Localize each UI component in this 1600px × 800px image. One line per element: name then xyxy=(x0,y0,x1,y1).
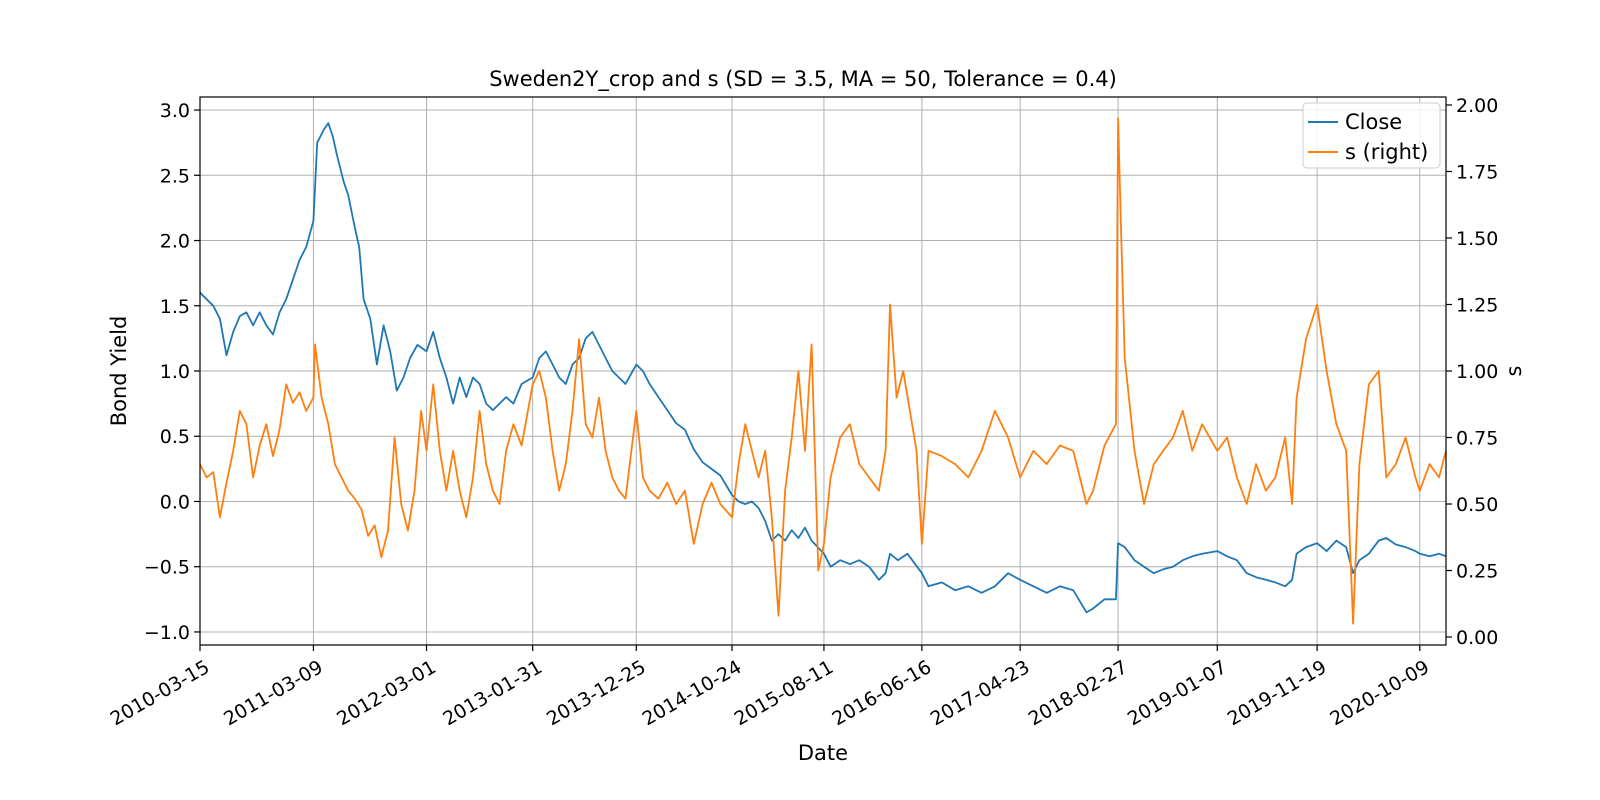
legend-label-s: s (right) xyxy=(1345,140,1428,164)
chart-title: Sweden2Y_crop and s (SD = 3.5, MA = 50, … xyxy=(489,67,1117,92)
y-right-tick-label: 1.75 xyxy=(1456,161,1498,183)
y-tick-label: 1.0 xyxy=(160,361,190,383)
x-tick-label: 2019-01-07 xyxy=(1124,656,1231,730)
series-layer xyxy=(199,117,1447,625)
x-tick-label: 2013-01-31 xyxy=(439,656,546,730)
legend-label-close: Close xyxy=(1345,110,1402,134)
y-tick-label: −0.5 xyxy=(144,557,190,579)
x-tick-label: 2019-11-19 xyxy=(1224,656,1331,730)
y-axis-title: Bond Yield xyxy=(107,316,131,427)
y-tick-label: 2.5 xyxy=(160,165,190,187)
y-tick-label: 0.0 xyxy=(160,491,190,513)
y-right-tick-label: 1.50 xyxy=(1456,228,1498,250)
x-tick-label: 2014-10-24 xyxy=(639,656,746,730)
y-tick-label: −1.0 xyxy=(144,622,190,644)
y-tick-label: 0.5 xyxy=(160,426,190,448)
grid xyxy=(199,97,1446,645)
y-right-tick-label: 0.00 xyxy=(1456,627,1498,649)
y-tick-label: 1.5 xyxy=(160,296,190,318)
x-tick-label: 2011-03-09 xyxy=(220,656,327,730)
series-line-s xyxy=(199,117,1447,625)
x-tick-label: 2016-06-16 xyxy=(829,656,936,730)
x-tick-label: 2018-02-27 xyxy=(1025,656,1132,730)
x-tick-label: 2017-04-23 xyxy=(927,656,1034,730)
series-line-close xyxy=(199,122,1447,614)
legend: Close s (right) xyxy=(1302,102,1441,169)
x-tick-label: 2012-03-01 xyxy=(333,656,440,730)
y-right-tick-label: 0.25 xyxy=(1456,561,1498,583)
y-tick-label: 2.0 xyxy=(160,231,190,253)
y-axis-right-title: s xyxy=(1502,366,1526,377)
x-tick-label: 2015-08-11 xyxy=(731,656,838,730)
y-right-tick-label: 1.25 xyxy=(1456,294,1498,316)
x-tick-label: 2013-12-25 xyxy=(543,656,650,730)
y-right-tick-label: 2.00 xyxy=(1456,95,1498,117)
y-tick-label: 3.0 xyxy=(160,100,190,122)
y-right-tick-label: 1.00 xyxy=(1456,361,1498,383)
y-right-tick-label: 0.50 xyxy=(1456,494,1498,516)
y-right-tick-label: 0.75 xyxy=(1456,428,1498,450)
x-tick-label: 2010-03-15 xyxy=(107,656,214,730)
x-tick-label: 2020-10-09 xyxy=(1326,656,1433,730)
x-axis-title: Date xyxy=(798,741,848,765)
